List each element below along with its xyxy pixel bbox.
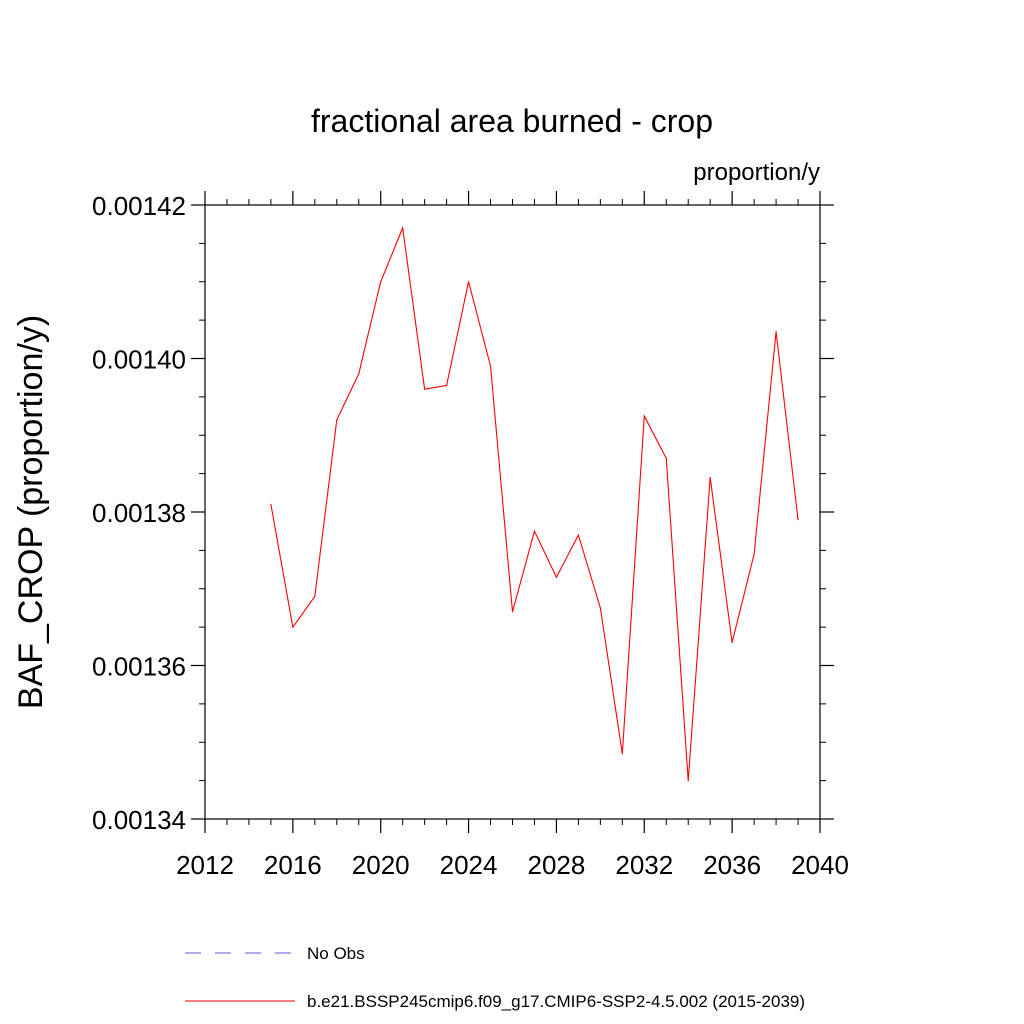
data-point bbox=[314, 595, 316, 598]
y-tick-label: 0.00142 bbox=[92, 191, 186, 221]
legend-label: b.e21.BSSP245cmip6.f09_g17.CMIP6-SSP2-4.… bbox=[307, 992, 805, 1011]
series-layer bbox=[270, 225, 799, 782]
axis-ticks: 2012 2016 2020 2024 2028 2032 2036 2040 0.00134 0… bbox=[92, 191, 849, 880]
units-label: proportion/y bbox=[693, 159, 820, 186]
y-tick-label: 0.00134 bbox=[92, 805, 186, 835]
data-point bbox=[621, 753, 623, 755]
data-point bbox=[446, 384, 448, 386]
y-tick-label: 0.00136 bbox=[92, 652, 186, 682]
x-tick-label: 2012 bbox=[176, 850, 234, 880]
x-tick-label: 2024 bbox=[440, 850, 498, 880]
x-tick-label: 2028 bbox=[528, 850, 586, 880]
data-point bbox=[270, 503, 272, 505]
data-point bbox=[533, 530, 536, 532]
x-tick-label: 2032 bbox=[615, 850, 673, 880]
data-point bbox=[599, 607, 601, 609]
y-tick-label: 0.00140 bbox=[92, 345, 186, 375]
data-point bbox=[753, 553, 755, 555]
data-point bbox=[555, 576, 558, 578]
x-tick-label: 2020 bbox=[352, 850, 410, 880]
data-point bbox=[511, 611, 514, 613]
data-point bbox=[687, 780, 689, 782]
data-point bbox=[467, 281, 470, 283]
legend: No Obs b.e21.BSSP245cmip6.f09_g17.CMIP6-S… bbox=[185, 944, 805, 1011]
data-point bbox=[731, 641, 733, 644]
chart-title: fractional area burned - crop bbox=[311, 103, 713, 139]
data-point bbox=[424, 388, 426, 390]
x-tick-label: 2016 bbox=[264, 850, 322, 880]
data-point bbox=[380, 281, 382, 283]
data-point bbox=[643, 415, 645, 417]
data-point bbox=[665, 457, 667, 459]
series-line bbox=[270, 225, 799, 781]
x-tick-label: 2040 bbox=[791, 850, 849, 880]
y-tick-label: 0.00138 bbox=[92, 498, 186, 528]
legend-label: No Obs bbox=[307, 944, 365, 963]
data-point bbox=[797, 519, 799, 521]
data-point bbox=[358, 373, 360, 375]
data-point bbox=[775, 331, 777, 333]
data-point bbox=[489, 365, 492, 367]
plot-frame bbox=[204, 204, 821, 820]
data-point bbox=[336, 419, 338, 421]
data-point bbox=[709, 476, 711, 479]
data-point bbox=[577, 534, 579, 536]
y-axis-label: BAF_CROP (proportion/y) bbox=[12, 315, 50, 709]
data-point bbox=[402, 227, 404, 229]
x-tick-label: 2036 bbox=[703, 850, 761, 880]
data-point bbox=[292, 626, 294, 628]
